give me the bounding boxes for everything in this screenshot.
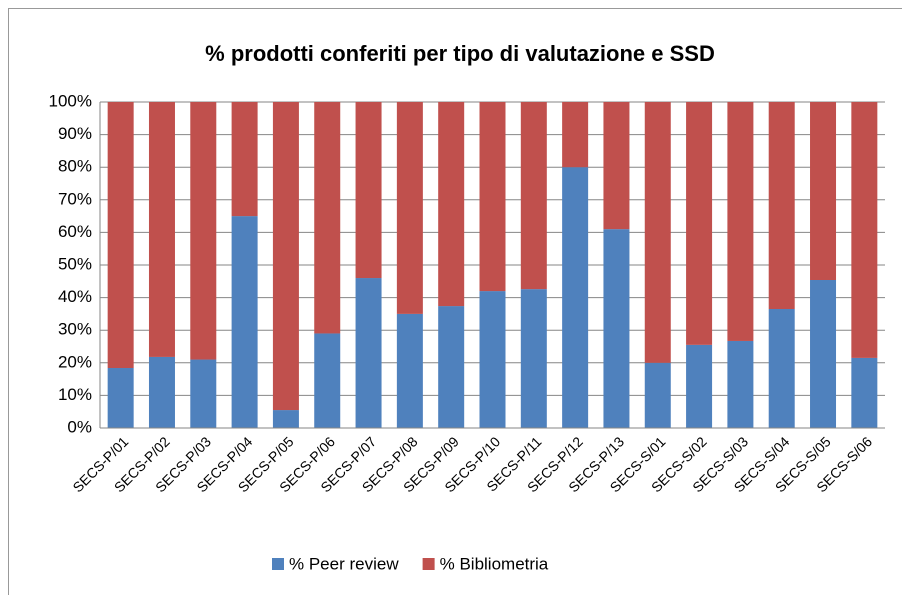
- y-tick-label: 80%: [58, 157, 92, 176]
- bar-segment: [603, 229, 630, 428]
- bar-segment: [148, 356, 175, 428]
- y-tick-label: 20%: [58, 352, 92, 371]
- bar-segment: [686, 344, 713, 428]
- bar-segment: [810, 279, 837, 428]
- bar-segment: [314, 333, 341, 428]
- bar-segment: [520, 102, 547, 290]
- bar-segment: [644, 362, 671, 428]
- legend-label: % Bibliometria: [440, 554, 549, 573]
- bar-segment: [686, 102, 713, 345]
- bar-segment: [148, 102, 175, 357]
- bar-segment: [562, 102, 589, 168]
- bar-segment: [768, 309, 795, 428]
- y-tick-label: 10%: [58, 385, 92, 404]
- bar-segment: [355, 278, 382, 428]
- y-tick-label: 60%: [58, 222, 92, 241]
- bar-segment: [107, 102, 134, 369]
- bar-segment: [727, 340, 754, 428]
- bar-segment: [314, 102, 341, 334]
- bar-segment: [190, 359, 217, 428]
- bar-segment: [644, 102, 671, 363]
- y-tick-label: 90%: [58, 124, 92, 143]
- legend-swatch: [422, 558, 435, 570]
- bar-segment: [438, 306, 465, 428]
- y-tick-label: 100%: [49, 91, 92, 110]
- bar-segment: [272, 102, 299, 411]
- bar-segment: [190, 102, 217, 360]
- bar-segment: [562, 167, 589, 428]
- legend-swatch: [272, 558, 284, 570]
- bar-segment: [479, 102, 506, 292]
- bar-segment: [355, 102, 382, 279]
- y-tick-label: 30%: [58, 320, 92, 339]
- bar-segment: [107, 368, 134, 428]
- bar-segment: [768, 102, 795, 310]
- bar-segment: [603, 102, 630, 230]
- legend-label: % Peer review: [289, 554, 399, 573]
- chart-title: % prodotti conferiti per tipo di valutaz…: [205, 41, 715, 66]
- bar-segment: [438, 102, 465, 307]
- bar-segment: [520, 289, 547, 428]
- bar-segment: [851, 357, 878, 428]
- bar-segment: [479, 291, 506, 428]
- y-tick-label: 50%: [58, 254, 92, 273]
- y-tick-label: 70%: [58, 189, 92, 208]
- bar-segment: [727, 102, 754, 341]
- bar-segment: [810, 102, 837, 280]
- bar-segment: [272, 410, 299, 428]
- bar-segment: [396, 102, 423, 314]
- bar-segment: [231, 102, 258, 217]
- y-tick-label: 40%: [58, 287, 92, 306]
- bar-segment: [851, 102, 878, 358]
- bar-segment: [231, 216, 258, 428]
- bar-segment: [396, 313, 423, 428]
- y-tick-label: 0%: [67, 417, 92, 436]
